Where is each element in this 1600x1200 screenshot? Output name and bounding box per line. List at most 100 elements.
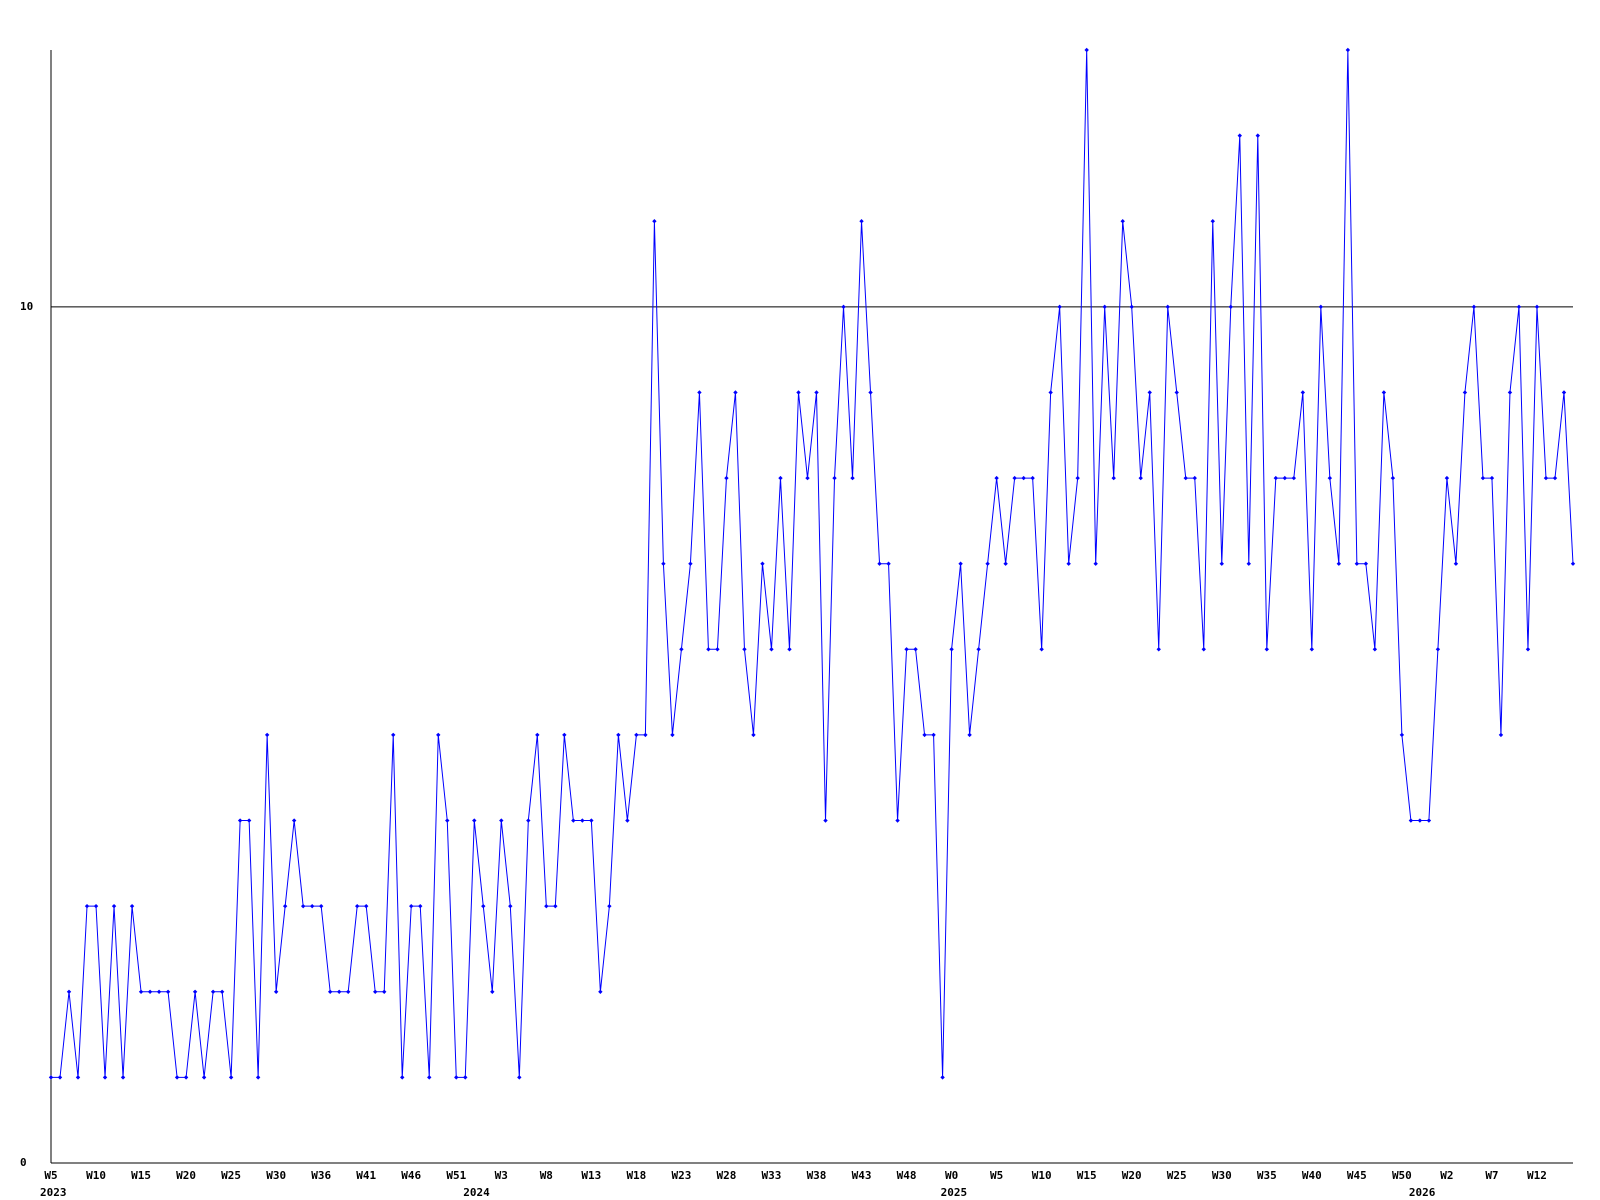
data-point: [364, 903, 369, 909]
x-tick-label: W36: [311, 1169, 331, 1182]
data-point: [634, 732, 639, 738]
data-point: [805, 475, 810, 481]
y-tick-label: 10: [20, 300, 33, 313]
data-point: [129, 903, 135, 909]
data-point: [1264, 647, 1269, 652]
data-point: [1363, 561, 1369, 566]
data-point: [1282, 475, 1288, 481]
data-point: [1534, 304, 1540, 310]
x-tick-label: W28: [717, 1169, 737, 1182]
data-point: [1435, 647, 1441, 652]
x-tick-label: W13: [581, 1169, 601, 1182]
x-tick-label: W8: [540, 1169, 553, 1182]
data-point: [1480, 475, 1486, 481]
x-tick-label: W20: [176, 1169, 196, 1182]
data-point: [1246, 561, 1251, 566]
data-point: [967, 732, 972, 738]
x-tick-label: W5: [44, 1169, 57, 1182]
data-point: [688, 561, 693, 566]
data-point: [156, 989, 162, 994]
data-point: [1354, 561, 1360, 566]
data-point: [562, 732, 567, 738]
x-tick-label: W46: [401, 1169, 421, 1182]
x-year-label: 2025: [941, 1186, 968, 1199]
data-point: [1201, 647, 1206, 652]
data-point: [733, 390, 738, 395]
data-point: [976, 647, 981, 652]
x-tick-label: W33: [762, 1169, 782, 1182]
data-point: [382, 989, 387, 994]
data-point: [48, 1075, 54, 1080]
data-point: [949, 647, 954, 652]
data-point: [1570, 561, 1576, 566]
data-point: [436, 732, 441, 738]
data-point: [318, 903, 324, 909]
data-point: [742, 647, 747, 652]
data-point: [661, 561, 666, 566]
data-point: [1102, 304, 1107, 310]
data-point: [1462, 390, 1468, 395]
data-point: [697, 390, 702, 395]
data-point: [1165, 304, 1170, 310]
data-point: [778, 475, 783, 481]
data-point: [1003, 561, 1008, 566]
data-point: [1066, 561, 1071, 566]
data-point: [913, 647, 918, 652]
data-point: [183, 1075, 189, 1080]
data-point: [787, 647, 792, 652]
data-point: [652, 219, 657, 224]
data-point: [1390, 475, 1396, 481]
data-point: [589, 818, 594, 823]
data-point: [1561, 390, 1567, 395]
x-year-label: 2023: [40, 1186, 67, 1199]
data-point: [1543, 475, 1549, 481]
x-tick-label: W38: [807, 1169, 827, 1182]
x-tick-label: W41: [356, 1169, 376, 1182]
data-point: [1237, 133, 1242, 138]
data-point: [1444, 475, 1450, 481]
data-point: [1030, 475, 1035, 481]
x-tick-label: W48: [897, 1169, 917, 1182]
data-point: [715, 647, 720, 652]
data-point: [1327, 475, 1333, 481]
data-point: [111, 903, 117, 909]
data-point: [57, 1075, 63, 1080]
data-point: [210, 989, 216, 994]
data-point: [1048, 390, 1053, 395]
data-point: [201, 1075, 207, 1080]
data-point: [309, 903, 315, 909]
data-point: [102, 1075, 108, 1080]
x-tick-label: W15: [1077, 1169, 1097, 1182]
data-point: [192, 989, 198, 994]
x-tick-label: W43: [852, 1169, 872, 1182]
data-point: [1345, 47, 1351, 53]
data-point: [526, 818, 531, 823]
data-point: [706, 647, 711, 652]
x-tick-label: W40: [1302, 1169, 1322, 1182]
data-point: [454, 1075, 459, 1080]
data-point: [571, 818, 576, 823]
data-point: [409, 903, 414, 909]
data-point: [598, 989, 603, 994]
data-point: [625, 818, 630, 823]
data-point: [1138, 475, 1143, 481]
data-point: [616, 732, 621, 738]
x-tick-label: W20: [1122, 1169, 1142, 1182]
data-point: [958, 561, 963, 566]
x-tick-label: W12: [1527, 1169, 1547, 1182]
y-tick-label: 0: [20, 1156, 27, 1169]
data-point: [823, 818, 828, 823]
data-point: [165, 989, 171, 994]
data-point: [1372, 647, 1378, 652]
data-point: [724, 475, 729, 481]
data-point: [1219, 561, 1224, 566]
data-point: [1489, 475, 1495, 481]
data-point: [427, 1075, 432, 1080]
data-point: [769, 647, 774, 652]
data-point: [535, 732, 540, 738]
data-point: [1147, 390, 1152, 395]
data-point: [327, 989, 333, 994]
data-point: [508, 903, 513, 909]
x-tick-label: W25: [1167, 1169, 1187, 1182]
